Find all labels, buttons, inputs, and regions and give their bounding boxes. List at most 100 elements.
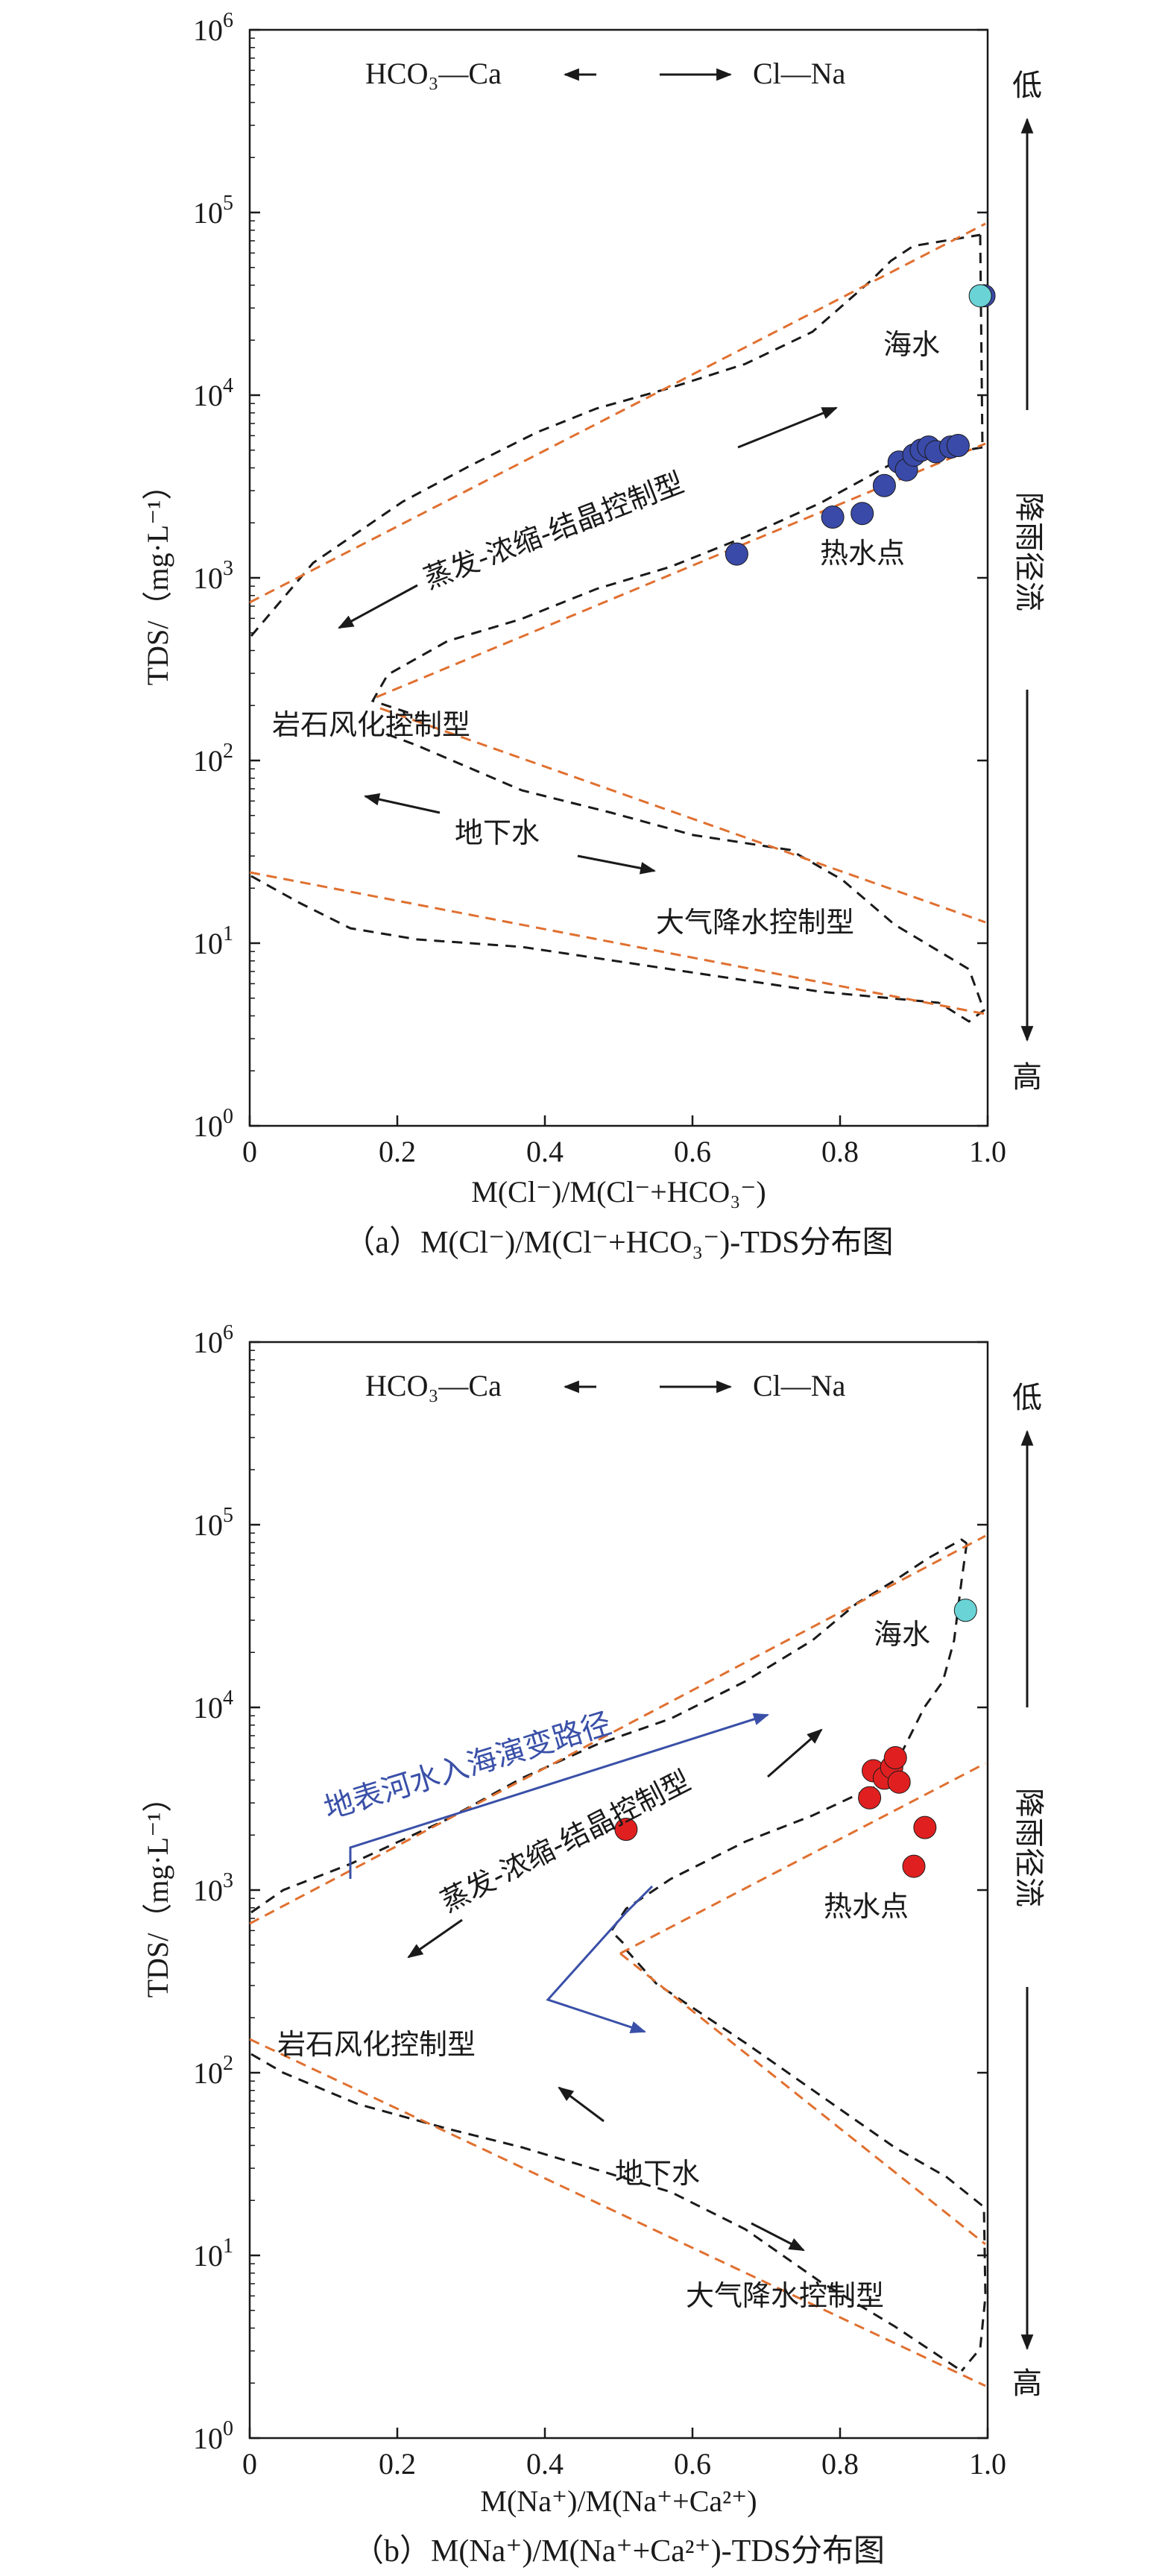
- y-tick-label-a: 106: [193, 9, 233, 47]
- trend-lines-b: [249, 1534, 986, 2387]
- arrow-evap-down-a: [338, 584, 418, 629]
- x-tick-label-a: 0.8: [821, 1135, 859, 1168]
- panel-a: 0 0.2 0.4 0.6 0.8 1.0 100 101 102 103 104 105 106 HC…: [141, 9, 1046, 1260]
- label-precipitation-a: 大气降水控制型: [656, 906, 854, 939]
- x-tick-label-a: 0.4: [526, 1135, 564, 1168]
- label-rock-weathering-b: 岩石风化控制型: [277, 2028, 476, 2061]
- right-axis-middle-a: 降雨径流: [1012, 492, 1046, 611]
- ion-left-b: HCO₃—Ca: [365, 1369, 502, 1402]
- ion-left-a: HCO₃—Ca: [365, 57, 502, 90]
- y-tick-label-b: 106: [193, 1321, 233, 1359]
- trend-middle-a: [379, 707, 986, 924]
- envelope-lower-a: [385, 722, 985, 1023]
- envelope-hot-a: [370, 446, 983, 717]
- data-point-a-series-0: [725, 542, 748, 566]
- y-axis-label-b: TDS/（mg·L⁻¹）: [141, 1783, 174, 1998]
- x-tick-label-b: 0.4: [526, 2447, 564, 2481]
- x-tick-label-a: 0.2: [379, 1135, 416, 1168]
- data-point-b-series-0: [858, 1786, 882, 1810]
- x-axis-label-b: M(Na⁺)/M(Na⁺+Ca²⁺): [480, 2484, 757, 2518]
- envelope-a: [250, 233, 985, 1023]
- trend-upper-a: [249, 222, 986, 604]
- label-groundwater-b: 地下水: [615, 2157, 700, 2190]
- y-tick-label-b: 100: [193, 2417, 233, 2455]
- data-point-b-series-0: [614, 1818, 638, 1842]
- data-points-b: [614, 1599, 977, 1878]
- y-tick-label-a: 103: [193, 557, 233, 595]
- x-tick-label-a: 0.6: [674, 1135, 711, 1168]
- river-path-b: [349, 1713, 770, 2034]
- data-point-b-series-0: [883, 1746, 907, 1770]
- arrow-gw-up-a: [363, 793, 441, 814]
- envelope-upper-a: [250, 233, 981, 637]
- x-tick-label-b: 0: [242, 2447, 257, 2481]
- y-tick-label-a: 100: [193, 1105, 233, 1143]
- trend-bottom-b: [249, 2038, 986, 2387]
- arrow-gw-down-a: [577, 854, 657, 875]
- x-tick-label-b: 0.6: [674, 2447, 711, 2481]
- trend-middle-b: [619, 1952, 986, 2246]
- label-rock-weathering-a: 岩石风化控制型: [272, 708, 470, 741]
- data-point-b-series-0: [887, 1770, 911, 1794]
- arrow-evap-down-b: [407, 1918, 463, 1959]
- axis-ticks-a: 0 0.2 0.4 0.6 0.8 1.0 100 101 102 103 104 105 106: [193, 9, 1006, 1168]
- y-tick-label-a: 102: [193, 740, 233, 778]
- envelope-hot-b: [610, 1788, 869, 1947]
- ion-right-b: Cl—Na: [753, 1369, 846, 1402]
- direction-arrows-b: [407, 1380, 1034, 2351]
- trend-upper-b: [249, 1534, 986, 1925]
- river-path-lower-b: [546, 1911, 646, 2034]
- y-tick-label-b: 102: [193, 2052, 233, 2090]
- y-tick-label-b: 105: [193, 1504, 233, 1542]
- trend-bottom-a: [249, 871, 986, 1015]
- envelope-bottom-b: [250, 2053, 962, 2372]
- caption-b: （b）M(Na⁺)/M(Na⁺+Ca²⁺)-TDS分布图: [353, 2534, 885, 2569]
- data-points-a: [725, 284, 996, 566]
- data-point-a-series-1: [968, 284, 992, 308]
- label-groundwater-a: 地下水: [455, 816, 540, 849]
- arrow-evap-up-a: [737, 406, 838, 449]
- envelope-bottom-a: [250, 875, 940, 1004]
- x-tick-label-b: 1.0: [969, 2447, 1006, 2481]
- label-precipitation-b: 大气降水控制型: [686, 2279, 884, 2312]
- arrow-evap-up-b: [767, 1728, 823, 1778]
- x-axis-label-a: M(Cl⁻)/M(Cl⁻+HCO₃⁻): [471, 1175, 766, 1209]
- envelope-right-a: [979, 234, 984, 448]
- data-point-b-series-1: [953, 1599, 977, 1622]
- axis-ticks-b: 0 0.2 0.4 0.6 0.8 1.0 100 101 102 103 104 105 106: [193, 1321, 1006, 2481]
- right-axis-top-a: 低: [1012, 69, 1042, 103]
- envelope-upper-b: [250, 1538, 968, 1914]
- right-axis-top-b: 低: [1012, 1381, 1042, 1415]
- x-tick-label-a: 0: [242, 1135, 257, 1168]
- river-path-upper-b: [349, 1713, 770, 1879]
- right-axis-bottom-a: 高: [1012, 1060, 1042, 1095]
- ion-right-a: Cl—Na: [753, 57, 846, 90]
- y-tick-label-b: 103: [193, 1869, 233, 1907]
- right-axis-middle-b: 降雨径流: [1012, 1788, 1046, 1907]
- data-point-a-series-0: [946, 434, 970, 458]
- label-evaporation-b: 蒸发-浓缩-结晶控制型: [435, 1764, 695, 1918]
- y-tick-label-a: 101: [193, 922, 233, 960]
- label-seawater-a: 海水: [883, 328, 940, 361]
- arrow-gw-down-b: [751, 2222, 805, 2252]
- label-evaporation-a: 蒸发-浓缩-结晶控制型: [419, 466, 688, 595]
- y-tick-label-a: 105: [193, 192, 233, 230]
- y-axis-label-a: TDS/（mg·L⁻¹）: [141, 470, 174, 686]
- arrow-gw-up-b: [558, 2086, 605, 2123]
- y-tick-label-a: 104: [193, 374, 233, 412]
- panel-b: 0 0.2 0.4 0.6 0.8 1.0 100 101 102 103 104 105 106 HC…: [141, 1321, 1046, 2569]
- river-path-branch-b: [625, 1885, 654, 1914]
- label-seawater-b: 海水: [874, 1618, 930, 1651]
- envelope-b: [250, 1538, 987, 2372]
- x-tick-label-a: 1.0: [969, 1135, 1006, 1168]
- x-tick-label-b: 0.2: [379, 2447, 416, 2481]
- caption-a: （a）M(Cl⁻)/M(Cl⁻+HCO₃⁻)-TDS分布图: [344, 1226, 893, 1260]
- y-tick-label-b: 101: [193, 2235, 233, 2273]
- right-axis-bottom-b: 高: [1012, 2366, 1042, 2401]
- data-point-a-series-0: [850, 502, 874, 526]
- data-point-b-series-0: [913, 1816, 937, 1839]
- x-tick-label-b: 0.8: [821, 2447, 859, 2481]
- y-tick-label-b: 104: [193, 1687, 233, 1725]
- label-hot-springs-a: 热水点: [820, 537, 905, 570]
